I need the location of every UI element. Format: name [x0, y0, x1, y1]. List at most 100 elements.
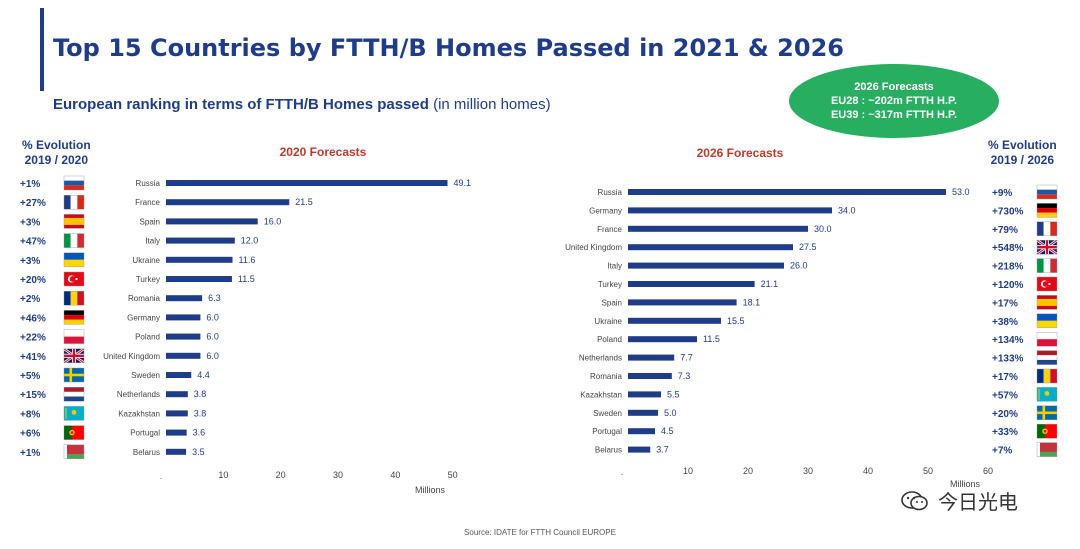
bar-2026 — [628, 446, 651, 453]
flag-france-icon — [1036, 221, 1058, 237]
value-label-2026: 18.1 — [743, 297, 761, 307]
evolution-label-2020: +5% — [20, 371, 40, 382]
evolution-label-2020: +41% — [20, 352, 46, 363]
flag-romania-icon — [1036, 368, 1058, 384]
category-label-2020: Germany — [127, 313, 160, 322]
bar-2020 — [166, 429, 187, 436]
x-tick-label-2020: 50 — [448, 470, 458, 480]
category-label-2020: France — [135, 198, 160, 207]
flag-belarus-icon — [1036, 442, 1058, 457]
chart-2026: 2026 Forecasts Russia 53.0 +9% Germany 34.0 +7… — [565, 146, 1058, 489]
bar-2020 — [166, 256, 233, 263]
evolution-label-2020: +1% — [20, 448, 40, 459]
subtitle-unit: (in million homes) — [433, 96, 551, 113]
category-label-2020: Ukraine — [132, 256, 160, 265]
category-label-2026: Italy — [607, 262, 622, 271]
x-axis-label-2026: Millions — [950, 479, 981, 489]
value-label-2020: 6.3 — [208, 293, 221, 303]
evolution-label-2026: +730% — [992, 206, 1024, 217]
x-tick-label-2020: 40 — [390, 470, 400, 480]
value-label-2020: 16.0 — [264, 216, 282, 226]
value-label-2026: 27.5 — [799, 242, 817, 252]
evolution-label-2026: +79% — [992, 225, 1018, 236]
category-label-2020: Sweden — [131, 371, 160, 380]
x-tick-origin-2020: . — [160, 471, 163, 481]
bar-2026 — [628, 281, 755, 287]
bar-2026 — [628, 225, 808, 232]
bar-2026 — [628, 317, 721, 324]
evolution-label-2020: +22% — [20, 333, 46, 344]
page-subtitle: European ranking in terms of FTTH/B Home… — [53, 96, 551, 113]
flag-spain-icon — [1036, 295, 1058, 310]
x-tick-label-2026: 50 — [923, 466, 933, 476]
category-label-2026: Sweden — [593, 409, 622, 418]
bar-2020 — [166, 218, 258, 225]
forecast-bubble-eu39: EU39 : ~317m FTTH H.P. — [830, 109, 958, 121]
value-label-2020: 49.1 — [454, 178, 472, 188]
flag-italy-icon — [1036, 258, 1058, 273]
bar-2026 — [628, 373, 672, 379]
category-label-2026: Kazakhstan — [580, 390, 622, 399]
evolution-label-2020: +1% — [20, 179, 40, 190]
category-label-2020: Spain — [140, 217, 160, 226]
value-label-2026: 21.1 — [761, 279, 779, 289]
evolution-label-2020: +6% — [20, 429, 40, 440]
evolution-label-2026: +17% — [992, 298, 1018, 309]
evolution-label-2020: +2% — [20, 294, 40, 305]
bar-2026 — [628, 428, 655, 435]
evolution-label-2026: +9% — [992, 188, 1012, 199]
evolution-left-header: % Evolution 2019 / 2020 — [22, 138, 91, 168]
flag-ukraine-icon — [63, 252, 85, 268]
chart-2020: 2020 Forecasts Russia 49.1 +1% France 21.5 +27… — [20, 145, 471, 495]
value-label-2026: 34.0 — [838, 205, 856, 215]
value-label-2026: 15.5 — [727, 316, 745, 326]
evolution-label-2026: +134% — [992, 335, 1024, 346]
flag-germany-icon — [63, 310, 85, 325]
value-label-2020: 21.5 — [295, 197, 313, 207]
bar-2026 — [628, 244, 793, 251]
value-label-2026: 3.7 — [656, 445, 669, 455]
flag-uk-icon — [63, 347, 85, 364]
evolution-left-title: % Evolution — [22, 138, 91, 152]
evolution-left-period: 2019 / 2020 — [24, 153, 89, 167]
subtitle-text: European ranking in terms of FTTH/B Home… — [53, 96, 429, 113]
flag-france-icon — [63, 194, 85, 210]
forecast-bubble-eu28: EU28 : ~202m FTTH H.P. — [830, 95, 958, 107]
evolution-right-title: % Evolution — [988, 138, 1057, 152]
source-note: Source: IDATE for FTTH Council EUROPE — [464, 528, 616, 537]
wechat-icon — [901, 490, 928, 510]
evolution-label-2026: +20% — [992, 409, 1018, 420]
evolution-label-2020: +27% — [20, 198, 46, 209]
value-label-2020: 11.5 — [238, 274, 255, 284]
evolution-label-2020: +3% — [20, 217, 40, 228]
value-label-2020: 3.8 — [194, 408, 207, 418]
category-label-2020: Italy — [145, 237, 160, 246]
title-accent-bar — [40, 8, 44, 91]
bar-2026 — [628, 207, 832, 214]
evolution-label-2026: +17% — [992, 372, 1018, 383]
evolution-label-2020: +3% — [20, 256, 40, 267]
category-label-2026: Poland — [597, 335, 622, 344]
evolution-label-2026: +38% — [992, 317, 1018, 328]
flag-russia-icon — [1036, 184, 1058, 200]
flag-poland-icon — [1036, 332, 1058, 347]
value-label-2026: 26.0 — [790, 261, 808, 271]
bar-2026 — [628, 299, 737, 306]
x-tick-label-2020: 10 — [218, 470, 228, 480]
value-label-2026: 53.0 — [952, 187, 970, 197]
flag-belarus-icon — [63, 444, 85, 459]
category-label-2026: Germany — [589, 206, 622, 215]
flag-turkey-icon — [1036, 276, 1058, 292]
category-label-2026: Belarus — [595, 446, 622, 455]
evolution-label-2026: +7% — [992, 446, 1012, 457]
evolution-right-period: 2019 / 2026 — [990, 153, 1055, 167]
flag-turkey-icon — [63, 271, 85, 287]
evolution-label-2020: +15% — [20, 390, 46, 401]
category-label-2020: Turkey — [136, 275, 160, 284]
category-label-2026: Ukraine — [594, 317, 622, 326]
category-label-2020: United Kingdom — [103, 352, 160, 361]
flag-netherlands-icon — [63, 387, 85, 402]
category-label-2026: Turkey — [598, 280, 622, 289]
evolution-right-header: % Evolution 2019 / 2026 — [988, 138, 1057, 168]
